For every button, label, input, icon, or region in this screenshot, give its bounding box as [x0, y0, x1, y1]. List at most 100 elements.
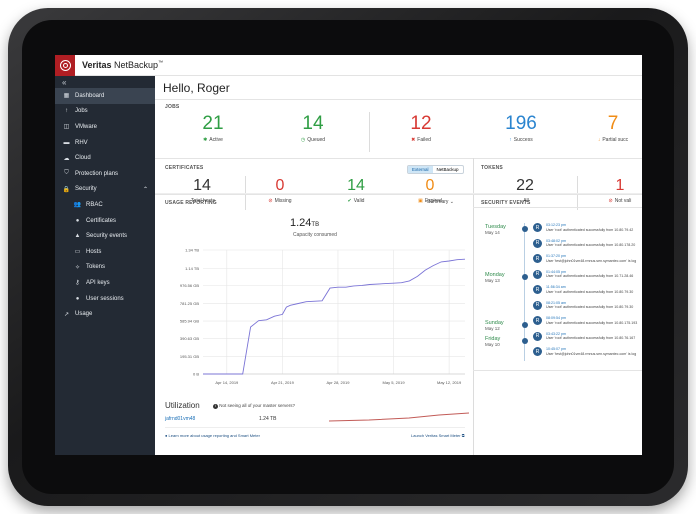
security-event-text: 01:37:20 pm User 'test@john01vm48.rmnus.s… [546, 254, 637, 263]
veritas-logo-icon[interactable] [55, 55, 75, 76]
sidebar-item-tokens[interactable]: ✧ Tokens [55, 260, 155, 276]
sidebar-item-certificates[interactable]: ● Certificates [55, 213, 155, 229]
x-tick-label: Apr 21, 2019 [271, 380, 295, 385]
jobs-count: 7 [607, 113, 619, 134]
running-icon: ✱ [203, 137, 208, 143]
sidebar-item-security-events[interactable]: ▲ Security events [55, 228, 155, 244]
sidebar-item-cloud[interactable]: ☁ Cloud [55, 150, 155, 166]
security-event-text: 10:45:07 pm User 'test@john01vm48.rmnus.s… [546, 347, 637, 356]
usage-section-label: USAGE REPORTING [165, 200, 217, 206]
tokens-card-all[interactable]: 22 All [495, 177, 555, 205]
sidebar-item-label: Usage [75, 311, 93, 318]
security-event-text: 08:21:05 am User 'root' authenticated suc… [546, 300, 634, 310]
top-bar: Veritas NetBackup™ [55, 55, 642, 76]
key-icon: ⚷ [75, 280, 80, 287]
timeline-dot [521, 226, 528, 232]
certificates-card-missing[interactable]: 0 ⊘ Missing [250, 178, 310, 205]
jobs-count: 196 [505, 113, 537, 134]
y-tick-label: 390.63 GB [180, 336, 199, 341]
jobs-count: 12 [410, 113, 432, 134]
security-event-item[interactable]: R 08:21:05 am User 'root' authenticated su… [533, 300, 634, 310]
utilization-host-link[interactable]: jafrnd01vm48 [165, 416, 196, 422]
users-icon: 👥 [73, 202, 82, 209]
role-badge-icon: R [533, 269, 542, 279]
usage-summary-dropdown[interactable]: Summary ⌄ [427, 199, 454, 205]
usage-series-line [203, 258, 466, 375]
netbackup-toggle-button[interactable]: NetBackup [436, 167, 459, 172]
jobs-card-queued[interactable]: 14 ◷ Queued [283, 114, 343, 143]
success-icon: ↑ [509, 137, 512, 143]
sidebar-item-label: User sessions [86, 295, 124, 302]
x-tick-label: Apr 28, 2019 [327, 380, 351, 385]
expired-icon: ▣ [418, 198, 423, 204]
utilization-note: i Not seeing all of your master servers? [213, 403, 295, 409]
y-tick-label: 0 B [193, 372, 199, 377]
certificates-card-valid[interactable]: 14 ✔ Valid [326, 178, 386, 205]
jobs-card-success[interactable]: 196 ↑ Success [491, 114, 551, 143]
jobs-count: 21 [202, 113, 224, 134]
timeline-dot [521, 338, 528, 344]
timeline-dot [521, 274, 528, 280]
event-day-label: Friday May 10 [485, 336, 501, 347]
dashboard-main: Hello, Roger JOBS 21 ✱ Active 14 ◷ Queued 12 ✖ F… [155, 76, 642, 455]
security-event-text: 08:09:54 pm User 'root' authenticated suc… [546, 316, 638, 325]
security-event-text: 03:43:22 pm User 'root' authenticated suc… [546, 331, 636, 341]
role-badge-icon: R [533, 223, 542, 232]
security-event-item[interactable]: R 01:37:20 pm User 'test@john01vm48.rmnus.… [533, 254, 636, 263]
usage-icon: ↗ [63, 311, 70, 318]
app-screen: Veritas NetBackup™ « ▦ Dashboard ↑ Jobs ◫ VMw… [55, 55, 642, 455]
external-link-icon: ⧉ [461, 433, 465, 438]
certificate-status-label: ⊘ Missing [268, 198, 292, 204]
rhv-icon: ▬ [63, 139, 70, 146]
tokens-card-not-vali[interactable]: 1 ⊘ Not vali [590, 178, 642, 205]
sidebar: « ▦ Dashboard ↑ Jobs ◫ VMware ▬ RHV ☁ Cloud ⛉ Prote… [55, 76, 155, 455]
jobs-card-partial-succ[interactable]: 7 ↓ Partial succ [583, 114, 642, 143]
sidebar-item-usage[interactable]: ↗ Usage [55, 306, 155, 322]
launch-smart-meter-link[interactable]: Launch Veritas Smart Meter ⧉ [411, 433, 465, 438]
token-status-label: All [523, 198, 529, 204]
token-count: 22 [516, 177, 534, 194]
security-event-item[interactable]: R 03:12:23 pm User 'root' authenticated su… [533, 223, 633, 232]
token-status-label: ⊘ Not vali [608, 198, 632, 204]
jobs-card-active[interactable]: 21 ✱ Active [183, 114, 243, 143]
sidebar-item-vmware[interactable]: ◫ VMware [55, 119, 155, 135]
jobs-count: 14 [302, 113, 324, 134]
certificates-card-total-hosts[interactable]: 14 Total hosts [172, 178, 232, 205]
sidebar-item-protection-plans[interactable]: ⛉ Protection plans [55, 166, 155, 182]
sidebar-item-api-keys[interactable]: ⚷ API keys [55, 275, 155, 291]
utilization-sparkline [329, 412, 469, 422]
y-tick-label: 1.34 TB [185, 248, 199, 253]
jobs-status-label: ✖ Failed [411, 137, 431, 143]
sidebar-item-label: RBAC [86, 201, 103, 208]
security-event-item[interactable]: R 01:44:05 pm User 'root' authenticated su… [533, 269, 634, 279]
sidebar-item-jobs[interactable]: ↑ Jobs [55, 104, 155, 120]
collapse-sidebar-button[interactable]: « [62, 78, 67, 87]
security-event-item[interactable]: R 03:48:02 pm User 'root' authenticated su… [533, 238, 635, 248]
security-event-item[interactable]: R 08:09:54 pm User 'root' authenticated su… [533, 316, 637, 325]
security-event-item[interactable]: R 10:45:07 pm User 'test@john01vm48.rmnus.… [533, 347, 636, 356]
security-event-text: 01:44:05 pm User 'root' authenticated suc… [546, 269, 634, 279]
security-event-item[interactable]: R 03:43:22 pm User 'root' authenticated su… [533, 331, 636, 341]
security-event-item[interactable]: R 11:56:34 am User 'root' authenticated su… [533, 285, 633, 294]
sidebar-item-user-sessions[interactable]: ● User sessions [55, 291, 155, 307]
sidebar-item-label: Security events [86, 233, 128, 240]
jobs-status-label: ↑ Success [509, 137, 533, 143]
utilization-title: Utilization [165, 401, 200, 410]
sidebar-item-security[interactable]: 🔒 Security ⌃ [55, 182, 155, 198]
certificates-card-expired[interactable]: 0 ▣ Expired [400, 178, 460, 205]
page-title: Hello, Roger [163, 81, 230, 95]
learn-more-link[interactable]: ● Learn more about usage reporting and S… [165, 433, 260, 438]
sidebar-item-rhv[interactable]: ▬ RHV [55, 135, 155, 151]
sidebar-item-hosts[interactable]: ▭ Hosts [55, 244, 155, 260]
hosts-icon: ▭ [74, 249, 81, 256]
event-day-label: Monday May 13 [485, 272, 505, 283]
jobs-status-label: ✱ Active [203, 137, 223, 143]
sidebar-item-rbac[interactable]: 👥 RBAC [55, 197, 155, 213]
valid-icon: ✔ [347, 198, 352, 204]
jobs-status-label: ↓ Partial succ [597, 137, 629, 143]
sidebar-item-dashboard[interactable]: ▦ Dashboard [55, 88, 155, 104]
tokens-icon: ✧ [74, 264, 81, 271]
chevron-down-icon: ⌄ [449, 199, 454, 205]
jobs-card-failed[interactable]: 12 ✖ Failed [391, 114, 451, 143]
external-toggle-button[interactable]: External [408, 166, 433, 173]
